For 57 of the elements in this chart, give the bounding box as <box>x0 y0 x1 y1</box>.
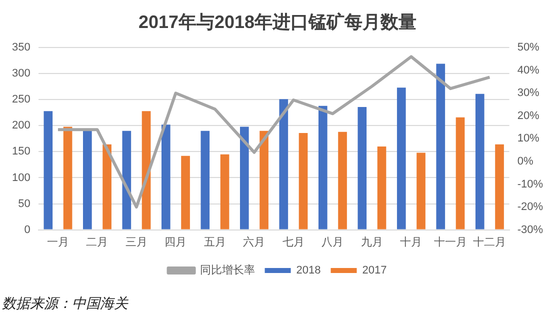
bar <box>456 117 465 230</box>
bar <box>377 146 386 230</box>
y-tick-label: 0 <box>24 224 30 236</box>
bar <box>44 111 53 230</box>
y2-tick-label: 0% <box>517 156 534 168</box>
x-tick-label: 五月 <box>204 236 226 248</box>
y-tick-label: 50 <box>18 198 30 210</box>
bar <box>318 106 328 230</box>
y-tick-label: 350 <box>12 42 30 54</box>
y2-tick-label: 50% <box>517 42 540 54</box>
x-tick-label: 十一月 <box>434 235 467 248</box>
x-tick-label: 一月 <box>46 236 69 248</box>
bar <box>82 130 92 230</box>
y-tick-label: 100 <box>12 172 30 184</box>
bar <box>416 152 426 230</box>
x-tick-label: 十二月 <box>473 235 506 248</box>
y2-tick-label: 30% <box>517 87 540 100</box>
y2-tick-label: 20% <box>517 110 540 122</box>
y-tick-label: 250 <box>12 94 30 106</box>
bar <box>298 132 308 230</box>
y-tick-label: 150 <box>12 146 30 158</box>
x-tick-label: 六月 <box>243 235 266 248</box>
bar <box>338 132 347 230</box>
bar <box>220 154 230 230</box>
bar <box>63 126 72 230</box>
bar <box>358 106 367 230</box>
y2-tick-label: -20% <box>517 201 544 214</box>
bar <box>161 124 170 230</box>
x-tick-label: 四月 <box>164 236 187 248</box>
legend-label: 2017 <box>362 264 387 277</box>
bar <box>260 130 268 230</box>
bar <box>200 130 210 230</box>
x-tick-label: 九月 <box>360 235 383 248</box>
bar <box>102 144 112 230</box>
bar <box>240 126 249 230</box>
y2-tick-label: 40% <box>517 64 540 76</box>
x-tick-label: 七月 <box>282 235 304 248</box>
bar <box>436 64 446 230</box>
y-tick-label: 300 <box>12 68 30 80</box>
y2-tick-label: 10% <box>517 132 540 145</box>
bar <box>181 156 190 230</box>
x-tick-label: 八月 <box>322 236 344 248</box>
chart-title: 2017年与2018年进口锰矿每月数量 <box>138 12 417 32</box>
x-tick-label: 二月 <box>86 236 108 248</box>
bar <box>122 130 132 230</box>
bar <box>279 99 288 230</box>
bar <box>475 94 484 230</box>
x-tick-label: 十月 <box>400 235 422 248</box>
bar <box>396 88 406 230</box>
bar <box>495 144 504 230</box>
source-note: 数据来源：中国海关 <box>2 295 128 313</box>
y2-tick-label: -30% <box>517 224 544 236</box>
y2-tick-label: -10% <box>517 178 544 190</box>
legend-label: 同比增长率 <box>200 264 255 277</box>
legend-label: 2018 <box>296 264 321 277</box>
x-tick-label: 三月 <box>125 236 148 248</box>
y-tick-label: 200 <box>12 120 30 132</box>
